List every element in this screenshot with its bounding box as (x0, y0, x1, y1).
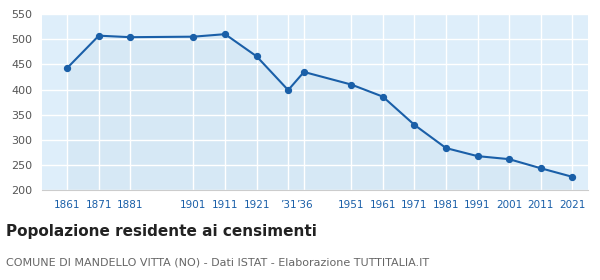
Text: Popolazione residente ai censimenti: Popolazione residente ai censimenti (6, 224, 317, 239)
Point (62, 66, 72, 70)
Point (378, 94, 388, 99)
Point (536, 166, 545, 171)
Text: COMUNE DI MANDELLO VITTA (NO) - Dati ISTAT - Elaborazione TUTTITALIA.IT: COMUNE DI MANDELLO VITTA (NO) - Dati IST… (6, 258, 429, 268)
Point (504, 157, 514, 161)
Point (220, 32, 230, 36)
Point (283, 88, 293, 92)
Point (252, 54, 262, 59)
Point (94, 33, 104, 38)
Point (410, 123, 419, 127)
Point (346, 82, 356, 87)
Point (188, 34, 198, 39)
Point (125, 35, 135, 39)
Point (568, 174, 577, 179)
Point (299, 70, 309, 74)
Point (473, 154, 482, 158)
Point (441, 146, 451, 150)
